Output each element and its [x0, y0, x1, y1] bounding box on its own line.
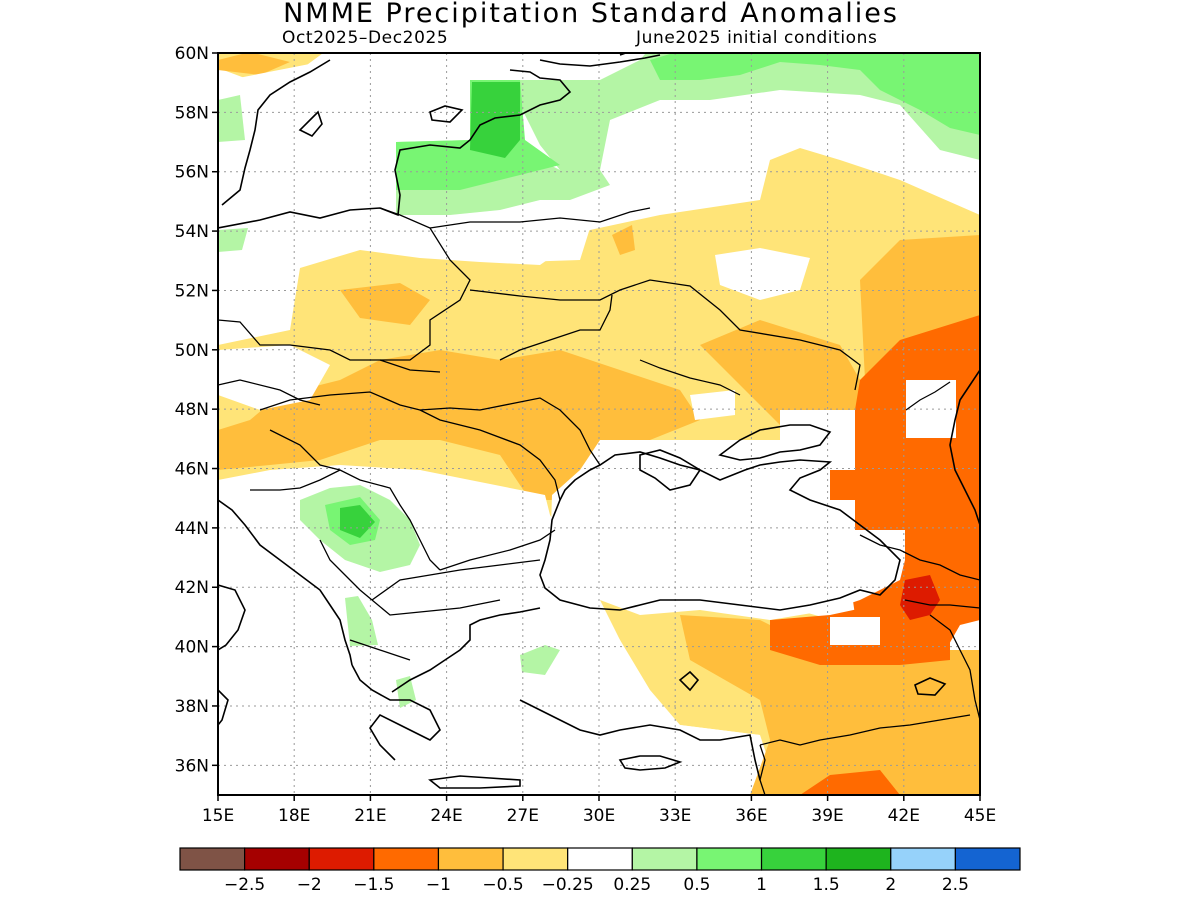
legend-swatch — [825, 847, 892, 871]
legend-swatch — [437, 847, 504, 871]
color-legend-labels: −2.5 −2 −1.5 −1 −0.5 −0.25 0.25 0.5 1 1.5 2 2.5 — [224, 875, 969, 895]
lat-tick-label: 58N — [175, 103, 209, 123]
legend-label: 0.5 — [683, 875, 710, 895]
legend-swatch — [308, 847, 375, 871]
legend-label: −2 — [297, 875, 322, 895]
legend-label: −1.5 — [353, 875, 394, 895]
legend-swatch — [631, 847, 698, 871]
lon-tick-label: 18E — [278, 806, 310, 826]
legend-label: 2 — [885, 875, 896, 895]
color-legend — [179, 847, 1021, 871]
map-title: NMME Precipitation Standard Anomalies — [283, 0, 899, 29]
lat-tick-label: 46N — [175, 460, 209, 480]
lon-tick-label: 36E — [735, 806, 767, 826]
legend-swatch — [179, 847, 246, 871]
anomaly-fills — [218, 53, 980, 795]
lat-tick-label: 52N — [175, 281, 209, 301]
lon-tick-label: 39E — [811, 806, 843, 826]
legend-swatch — [567, 847, 633, 871]
lon-tick-label: 45E — [964, 806, 996, 826]
legend-swatch — [696, 847, 763, 871]
legend-label: 0.25 — [613, 875, 651, 895]
map-gridlines — [218, 53, 980, 795]
lat-tick-label: 60N — [175, 44, 209, 64]
lat-tick-label: 42N — [175, 578, 209, 598]
legend-swatch — [954, 847, 1021, 871]
legend-swatch — [373, 847, 440, 871]
lat-tick-label: 36N — [175, 756, 209, 776]
lat-tick-label: 38N — [175, 697, 209, 717]
lat-tick-label: 48N — [175, 400, 209, 420]
lat-tick-label: 50N — [175, 341, 209, 361]
longitude-labels: 15E 18E 21E 24E 27E 30E 33E 36E 39E 42E 45E — [202, 795, 996, 826]
legend-label: 1.5 — [813, 875, 840, 895]
latitude-labels: 60N 58N 56N 54N 52N 50N 48N 46N 44N 42N 40N 38N 36N — [175, 44, 218, 776]
legend-swatch — [244, 847, 310, 871]
forecast-period: Oct2025–Dec2025 — [282, 28, 449, 48]
legend-label: −1 — [426, 875, 451, 895]
legend-label: 2.5 — [942, 875, 969, 895]
legend-label: 1 — [756, 875, 767, 895]
lat-tick-label: 40N — [175, 638, 209, 658]
lon-tick-label: 27E — [507, 806, 539, 826]
lon-tick-label: 21E — [354, 806, 386, 826]
lon-tick-label: 42E — [888, 806, 920, 826]
legend-swatch — [502, 847, 569, 871]
initial-conditions: June2025 initial conditions — [636, 28, 878, 48]
lon-tick-label: 15E — [202, 806, 234, 826]
lon-tick-label: 30E — [583, 806, 615, 826]
lat-tick-label: 44N — [175, 519, 209, 539]
lon-tick-label: 33E — [659, 806, 691, 826]
legend-label: −0.25 — [542, 875, 594, 895]
lat-tick-label: 54N — [175, 222, 209, 242]
lon-tick-label: 24E — [430, 806, 462, 826]
legend-label: −2.5 — [224, 875, 265, 895]
legend-swatch — [890, 847, 956, 871]
legend-swatch — [760, 847, 827, 871]
coastlines-borders — [218, 53, 980, 789]
legend-label: −0.5 — [482, 875, 523, 895]
lat-tick-label: 56N — [175, 163, 209, 183]
